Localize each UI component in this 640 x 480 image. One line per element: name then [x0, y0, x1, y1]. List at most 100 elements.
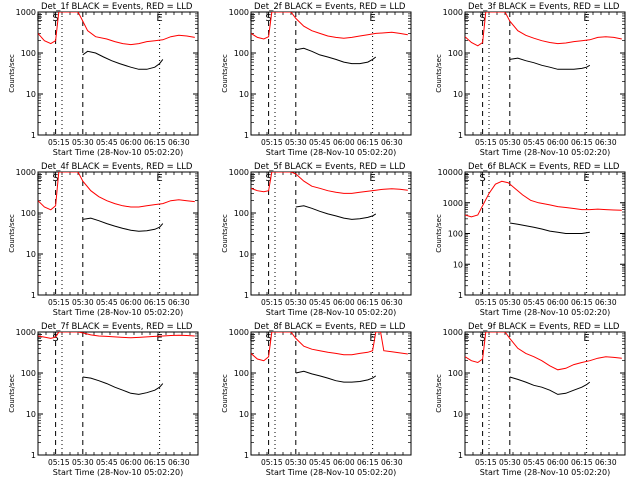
x-tick-label: 06:15 [571, 458, 593, 467]
x-tick-label: 05:30 [285, 298, 307, 307]
y-axis-label: Counts/sec [221, 374, 229, 413]
x-tick-label: 05:30 [72, 298, 94, 307]
event-marker-label: S [479, 173, 485, 184]
lld-series-line [38, 332, 195, 339]
y-tick-label: 10 [453, 410, 463, 419]
x-tick-label: 06:00 [547, 138, 569, 147]
y-tick-label: 100 [21, 209, 36, 218]
event-marker-label: E [583, 333, 589, 344]
x-tick-label: 06:15 [144, 458, 166, 467]
x-axis-label: Start Time (28-Nov-10 05:02:20) [53, 468, 183, 477]
event-marker-label: E [369, 13, 375, 24]
y-tick-label: 1000 [16, 328, 36, 337]
x-tick-label: 05:30 [499, 138, 521, 147]
x-tick-label: 06:30 [381, 298, 403, 307]
x-tick-label: 06:30 [595, 458, 617, 467]
event-marker-label: E [583, 173, 589, 184]
x-tick-label: 05:30 [499, 298, 521, 307]
events-series-line [509, 222, 590, 234]
y-axis-label: Counts/sec [8, 214, 16, 253]
chart-title: Det_4f BLACK = Events, RED = LLD [41, 162, 193, 172]
event-marker-label: E [583, 13, 589, 24]
x-tick-label: 06:30 [168, 298, 190, 307]
event-marker-label: E [463, 173, 469, 184]
x-tick-label: 05:15 [475, 138, 497, 147]
x-axis-label: Start Time (28-Nov-10 05:02:20) [480, 468, 610, 477]
chart-panel-5: Det_5f BLACK = Events, RED = LLD 1 10 100 10… [221, 162, 412, 317]
x-tick-label: 06:00 [120, 138, 142, 147]
y-tick-label: 1000 [443, 199, 463, 208]
x-tick-label: 06:15 [144, 298, 166, 307]
y-tick-label: 1 [31, 451, 36, 460]
y-tick-label: 1 [458, 131, 463, 140]
events-series-line [295, 205, 377, 220]
lld-series-line [251, 332, 408, 362]
y-tick-label: 100 [21, 369, 36, 378]
event-marker-label: S [265, 333, 271, 344]
x-tick-label: 05:30 [285, 458, 307, 467]
chart-title: Det_8f BLACK = Events, RED = LLD [254, 322, 406, 332]
y-axis-label: Counts/sec [8, 54, 16, 93]
x-tick-label: 06:30 [168, 458, 190, 467]
event-marker-label: S [265, 13, 271, 24]
y-axis-label: Counts/sec [221, 54, 229, 93]
x-axis-label: Start Time (28-Nov-10 05:02:20) [480, 148, 610, 157]
x-tick-label: 05:30 [72, 458, 94, 467]
chart-title: Det_7f BLACK = Events, RED = LLD [41, 322, 193, 332]
events-series-line [82, 376, 164, 395]
y-tick-label: 1000 [16, 168, 36, 177]
x-tick-label: 06:15 [357, 458, 379, 467]
event-marker-label: E [463, 333, 469, 344]
event-marker-label: E [249, 13, 255, 24]
event-marker-label: E [249, 333, 255, 344]
y-tick-label: 100 [448, 49, 463, 58]
y-axis-label: Counts/sec [221, 214, 229, 253]
y-tick-label: 100 [21, 49, 36, 58]
x-tick-label: 06:15 [357, 298, 379, 307]
x-tick-label: 05:45 [523, 298, 545, 307]
chart-title: Det_6f BLACK = Events, RED = LLD [468, 162, 620, 172]
y-tick-label: 10 [26, 410, 36, 419]
x-tick-label: 05:30 [499, 458, 521, 467]
chart-panel-7: Det_7f BLACK = Events, RED = LLD 1 10 100 10… [8, 322, 199, 477]
x-tick-label: 05:30 [72, 138, 94, 147]
events-series-line [295, 47, 377, 65]
x-tick-label: 05:15 [475, 298, 497, 307]
x-tick-label: 05:45 [309, 298, 331, 307]
chart-panel-2: Det_2f BLACK = Events, RED = LLD 1 10 100 10… [221, 2, 412, 157]
y-tick-label: 1000 [229, 8, 249, 17]
x-tick-label: 06:00 [120, 458, 142, 467]
x-tick-label: 05:45 [96, 298, 118, 307]
x-axis-label: Start Time (28-Nov-10 05:02:20) [53, 148, 183, 157]
y-tick-label: 1000 [443, 328, 463, 337]
event-marker-label: E [36, 333, 42, 344]
x-tick-label: 05:15 [261, 138, 283, 147]
events-series-line [509, 376, 591, 395]
x-tick-label: 05:45 [96, 138, 118, 147]
event-marker-label: E [463, 13, 469, 24]
x-tick-label: 06:15 [571, 298, 593, 307]
x-tick-label: 06:30 [168, 138, 190, 147]
y-tick-label: 10 [26, 250, 36, 259]
x-tick-label: 05:45 [523, 138, 545, 147]
x-tick-label: 05:15 [48, 458, 70, 467]
x-tick-label: 06:00 [333, 298, 355, 307]
x-tick-label: 05:15 [475, 458, 497, 467]
event-marker-label: E [369, 333, 375, 344]
y-tick-label: 1 [458, 451, 463, 460]
event-marker-label: S [479, 13, 485, 24]
lld-series-line [465, 12, 622, 47]
lld-series-line [465, 180, 622, 218]
y-tick-label: 1000 [16, 8, 36, 17]
event-marker-label: E [156, 173, 162, 184]
x-axis-label: Start Time (28-Nov-10 05:02:20) [266, 468, 396, 477]
y-tick-label: 100 [234, 369, 249, 378]
event-marker-label: E [249, 173, 255, 184]
y-tick-label: 100 [448, 369, 463, 378]
x-tick-label: 05:45 [309, 138, 331, 147]
events-series-line [509, 57, 591, 70]
x-tick-label: 06:00 [333, 458, 355, 467]
event-marker-label: S [52, 333, 58, 344]
x-tick-label: 06:00 [547, 458, 569, 467]
